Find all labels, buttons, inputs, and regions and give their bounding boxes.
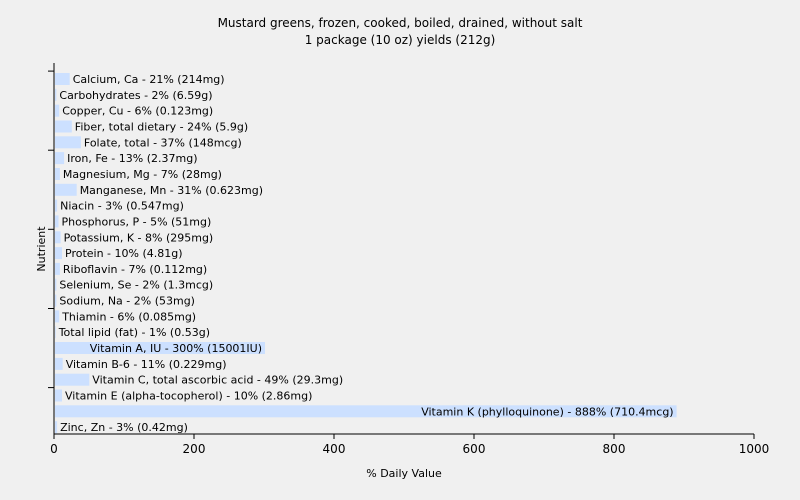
bar	[55, 120, 72, 133]
bar-label-group: Calcium, Ca - 21% (214mg) Carbohydrates -…	[58, 73, 674, 434]
x-tick-label: 800	[603, 442, 626, 456]
bar-value-label: Copper, Cu - 6% (0.123mg)	[62, 105, 213, 118]
bar	[55, 357, 63, 370]
bar-value-label: Magnesium, Mg - 7% (28mg)	[63, 168, 222, 181]
x-tick-label: 400	[323, 442, 346, 456]
bar-value-label: Thiamin - 6% (0.085mg)	[61, 310, 196, 323]
bar-value-label: Niacin - 3% (0.547mg)	[60, 200, 184, 213]
bar-value-label: Vitamin B-6 - 11% (0.229mg)	[66, 358, 227, 371]
bar	[55, 326, 56, 339]
bar	[55, 373, 90, 386]
x-tick-label: 200	[183, 442, 206, 456]
bar-value-label: Total lipid (fat) - 1% (0.53g)	[58, 326, 210, 339]
bar	[55, 136, 81, 149]
bar	[55, 247, 62, 260]
x-tick-label: 1000	[739, 442, 770, 456]
bar	[55, 215, 59, 228]
bar	[55, 231, 61, 244]
bar-value-label: Vitamin A, IU - 300% (15001IU)	[90, 342, 262, 355]
bar-value-label: Phosphorus, P - 5% (51mg)	[62, 215, 212, 228]
bar-value-label: Vitamin C, total ascorbic acid - 49% (29…	[92, 374, 343, 387]
bar-value-label: Potassium, K - 8% (295mg)	[64, 231, 214, 244]
x-tick-group: 0 200 400 600 800 1000	[50, 434, 769, 456]
axes	[48, 63, 754, 435]
chart-title: Mustard greens, frozen, cooked, boiled, …	[218, 16, 583, 30]
x-tick-label: 600	[463, 442, 486, 456]
bar	[55, 342, 265, 354]
bar-value-label: Folate, total - 37% (148mcg)	[84, 136, 242, 149]
bar	[55, 389, 62, 402]
bar	[55, 199, 58, 212]
chart-subtitle: 1 package (10 oz) yields (212g)	[305, 33, 496, 47]
bar-group	[55, 73, 677, 434]
bar	[55, 294, 57, 307]
bar-value-label: Selenium, Se - 2% (1.3mcg)	[59, 279, 213, 292]
bar	[55, 278, 57, 291]
bar-value-label: Protein - 10% (4.81g)	[65, 247, 183, 260]
bar-value-label: Zinc, Zn - 3% (0.42mg)	[60, 421, 188, 434]
bar	[55, 73, 70, 85]
bar	[55, 405, 677, 418]
bar-value-label: Sodium, Na - 2% (53mg)	[59, 295, 195, 308]
bar-value-label: Manganese, Mn - 31% (0.623mg)	[80, 184, 263, 197]
bar	[55, 152, 65, 165]
bar-value-label: Riboflavin - 7% (0.112mg)	[63, 263, 207, 276]
bar	[55, 104, 60, 117]
bar-value-label: Calcium, Ca - 21% (214mg)	[73, 73, 225, 86]
x-axis-label: % Daily Value	[366, 467, 442, 480]
bar	[55, 88, 57, 101]
bar-value-label: Vitamin E (alpha-tocopherol) - 10% (2.86…	[65, 390, 312, 403]
bar	[55, 421, 58, 434]
bar	[55, 183, 77, 196]
bar	[55, 262, 60, 275]
y-axis-label: Nutrient	[35, 226, 48, 272]
bar-value-label: Fiber, total dietary - 24% (5.9g)	[75, 121, 248, 134]
bar-value-label: Iron, Fe - 13% (2.37mg)	[67, 152, 197, 165]
bar-value-label: Vitamin K (phylloquinone) - 888% (710.4m…	[421, 405, 673, 418]
bar-value-label: Carbohydrates - 2% (6.59g)	[59, 89, 212, 102]
bar	[55, 310, 60, 323]
bar	[55, 168, 60, 180]
x-tick-label: 0	[50, 442, 58, 456]
